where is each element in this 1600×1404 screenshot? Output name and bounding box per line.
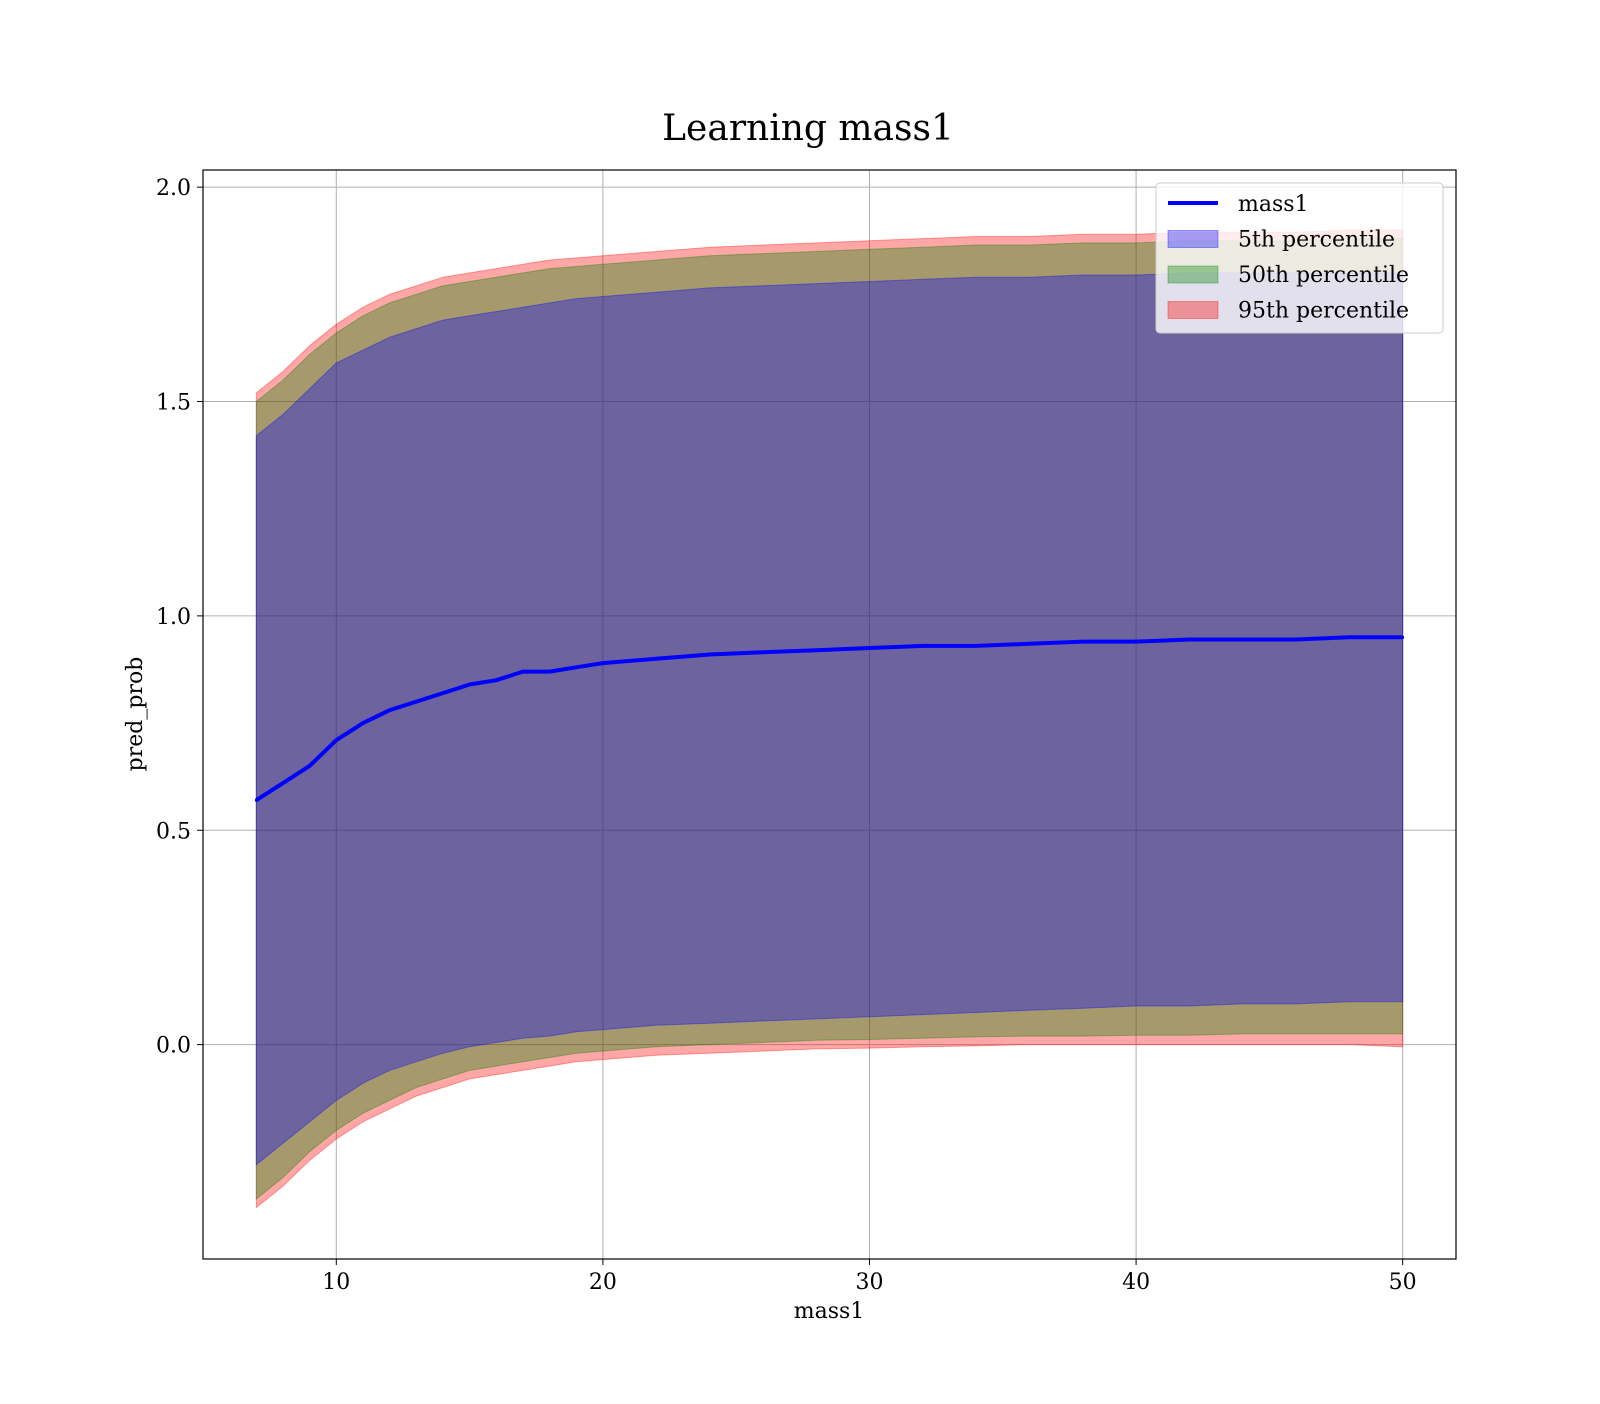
y-tick-label-0: 0.0 <box>156 1034 191 1059</box>
point-mass1-22 <box>1081 640 1085 644</box>
point-mass1-9 <box>494 678 498 682</box>
axis-ticks: 10 20 30 40 50 0.0 0.5 1.0 1.5 2.0 <box>156 176 1417 1295</box>
point-mass1-14 <box>654 657 658 661</box>
legend-item-5th-percentile-label: 5th percentile <box>1238 228 1395 253</box>
point-mass1-0 <box>254 798 258 802</box>
point-mass1-26 <box>1294 637 1298 641</box>
y-tick-label-2: 1.0 <box>156 605 191 630</box>
legend-item-mass1-label: mass1 <box>1238 192 1309 217</box>
legend-item-95th-percentile-swatch <box>1167 301 1219 319</box>
legend-item-95th-percentile-label: 95th percentile <box>1238 299 1409 324</box>
point-mass1-18 <box>867 646 871 650</box>
point-mass1-24 <box>1187 637 1191 641</box>
point-mass1-20 <box>974 644 978 648</box>
point-mass1-12 <box>574 665 578 669</box>
legend-item-50th-percentile-label: 50th percentile <box>1238 263 1409 288</box>
band-5th-percentile <box>255 272 1404 1166</box>
legend: mass1 5th percentile 50th percentile 95th p… <box>1155 182 1444 334</box>
point-mass1-25 <box>1241 637 1245 641</box>
point-mass1-8 <box>468 682 472 686</box>
x-axis-label: mass1 <box>794 1299 865 1324</box>
point-mass1-1 <box>281 781 285 785</box>
point-mass1-5 <box>388 708 392 712</box>
x-tick-label-4: 50 <box>1389 1270 1417 1295</box>
point-mass1-23 <box>1134 640 1138 644</box>
legend-box <box>1155 182 1444 334</box>
percentile-bands <box>255 229 1404 1209</box>
point-mass1-2 <box>308 764 312 768</box>
point-mass1-10 <box>521 670 525 674</box>
point-mass1-28 <box>1401 635 1405 639</box>
band-95th-percentile <box>255 229 1404 1209</box>
point-mass1-15 <box>708 652 712 656</box>
x-tick-label-0: 10 <box>322 1270 350 1295</box>
point-mass1-11 <box>548 670 552 674</box>
point-mass1-19 <box>921 644 925 648</box>
point-mass1-4 <box>361 721 365 725</box>
y-tick-label-4: 2.0 <box>156 176 191 201</box>
point-mass1-7 <box>441 691 445 695</box>
y-tick-label-1: 0.5 <box>156 819 191 844</box>
legend-item-50th-percentile-swatch <box>1167 265 1219 284</box>
point-mass1-6 <box>414 700 418 704</box>
chart-title: Learning mass1 <box>662 108 954 149</box>
point-mass1-16 <box>761 650 765 654</box>
y-axis-label: pred_prob <box>123 657 148 772</box>
point-mass1-3 <box>334 738 338 742</box>
series-lines <box>254 635 1405 802</box>
point-mass1-27 <box>1347 635 1351 639</box>
point-mass1-21 <box>1027 642 1031 646</box>
y-tick-label-3: 1.5 <box>156 391 191 416</box>
x-tick-label-1: 20 <box>589 1270 617 1295</box>
point-mass1-17 <box>814 648 818 652</box>
legend-item-5th-percentile-swatch <box>1167 230 1219 248</box>
band-50th-percentile <box>255 238 1404 1201</box>
x-tick-label-2: 30 <box>855 1270 883 1295</box>
point-mass1-13 <box>601 661 605 665</box>
plot-frame <box>202 169 1457 1260</box>
x-tick-label-3: 40 <box>1122 1270 1150 1295</box>
